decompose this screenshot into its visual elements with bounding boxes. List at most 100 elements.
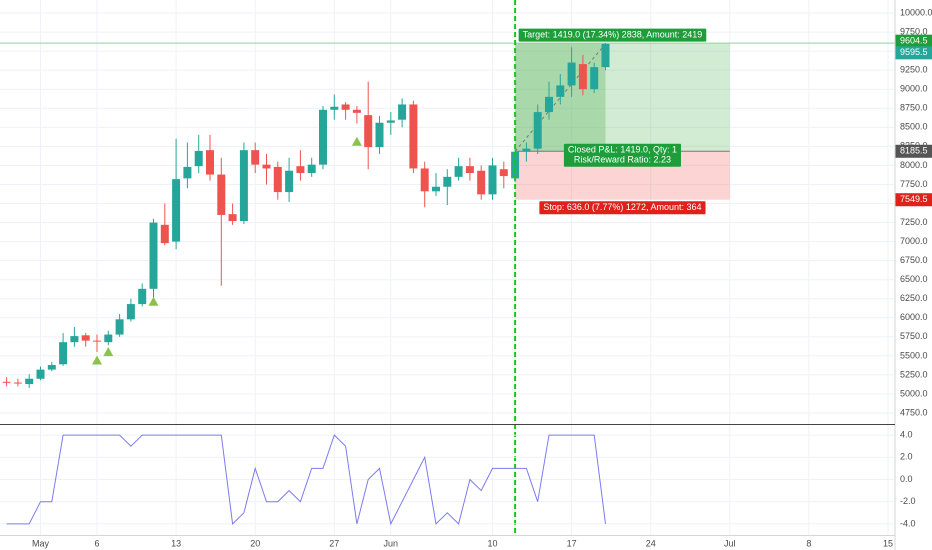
y-tick-label: 7000.0 bbox=[900, 236, 928, 246]
candle-body bbox=[511, 151, 520, 179]
candle-body bbox=[330, 106, 339, 110]
y-tick-label: 5000.0 bbox=[900, 388, 928, 398]
candle-body bbox=[104, 334, 113, 343]
y-tick-label: 8000.0 bbox=[900, 160, 928, 170]
candle-body bbox=[522, 148, 531, 152]
candle-body bbox=[273, 166, 282, 193]
candle-body bbox=[307, 164, 316, 174]
x-tick-label: 10 bbox=[487, 538, 497, 548]
x-tick-label: Jun bbox=[384, 538, 399, 548]
label-box bbox=[563, 143, 681, 167]
candle-body bbox=[149, 222, 158, 289]
candle-body bbox=[409, 104, 418, 169]
price-tag bbox=[895, 46, 932, 60]
y-tick-label: 10000.0 bbox=[900, 7, 932, 17]
candle-body bbox=[138, 288, 147, 305]
candle-body bbox=[590, 67, 599, 90]
y-tick-label: 6250.0 bbox=[900, 293, 928, 303]
indicator-line bbox=[6, 434, 606, 526]
candle-body bbox=[160, 224, 169, 244]
y-tick-label: 5250.0 bbox=[900, 369, 928, 379]
x-tick-label: 24 bbox=[646, 538, 656, 548]
y-tick-label: 9000.0 bbox=[900, 84, 928, 94]
y-tick-label: 4.0 bbox=[900, 429, 913, 439]
candle-body bbox=[443, 176, 452, 187]
candle-body bbox=[239, 150, 248, 222]
position-label: Target: 1419.0 (17.34%) 2838, Amount: 24… bbox=[518, 28, 707, 42]
candle-body bbox=[47, 365, 56, 370]
candle-body bbox=[544, 96, 553, 113]
signal-marker bbox=[103, 347, 114, 357]
candle-body bbox=[70, 336, 79, 343]
x-tick-label: Jul bbox=[724, 538, 736, 548]
y-tick-label: 9250.0 bbox=[900, 65, 928, 75]
candle-body bbox=[81, 335, 90, 341]
y-tick-label: 5500.0 bbox=[900, 350, 928, 360]
position-label-text: Target: 1419.0 (17.34%) 2838, Amount: 24… bbox=[523, 30, 703, 40]
candle-body bbox=[59, 342, 68, 365]
candle-body bbox=[115, 319, 124, 335]
label-box bbox=[539, 201, 706, 215]
price-tag bbox=[895, 193, 932, 207]
y-tick-label: 4750.0 bbox=[900, 407, 928, 417]
candle-body bbox=[251, 150, 260, 165]
y-tick-label: 5750.0 bbox=[900, 331, 928, 341]
x-tick-label: 17 bbox=[567, 538, 577, 548]
signal-marker bbox=[91, 355, 102, 365]
price-tag bbox=[895, 144, 932, 158]
position-label-text: Risk/Reward Ratio: 2.23 bbox=[574, 155, 671, 165]
candle-body bbox=[364, 115, 373, 148]
candle-body bbox=[477, 170, 486, 195]
candle-body bbox=[567, 62, 576, 86]
candle-body bbox=[205, 150, 214, 175]
y-tick-label: 8750.0 bbox=[900, 103, 928, 113]
candle-body bbox=[488, 165, 497, 195]
candle-body bbox=[194, 150, 203, 167]
candle-body bbox=[217, 174, 226, 215]
candle-body bbox=[2, 381, 11, 383]
candle-body bbox=[556, 85, 565, 97]
price-tag bbox=[895, 34, 932, 48]
x-tick-label: 8 bbox=[806, 538, 811, 548]
y-tick-label: 6500.0 bbox=[900, 274, 928, 284]
price-tag-label: 7549.5 bbox=[900, 194, 928, 204]
price-tag-label: 9604.5 bbox=[900, 36, 928, 46]
x-tick-label: 20 bbox=[250, 538, 260, 548]
y-tick-label: 2.0 bbox=[900, 452, 913, 462]
x-tick-label: 13 bbox=[171, 538, 181, 548]
candle-body bbox=[318, 109, 327, 165]
candle-body bbox=[420, 168, 429, 192]
x-tick-label: May bbox=[32, 538, 50, 548]
y-tick-label: 6750.0 bbox=[900, 255, 928, 265]
y-tick-label: 9750.0 bbox=[900, 26, 928, 36]
signal-marker bbox=[351, 136, 362, 146]
candle-body bbox=[465, 166, 474, 174]
y-tick-label: -4.0 bbox=[900, 518, 916, 528]
position-label-text: Closed P&L: 1419.0, Qty: 1 bbox=[568, 145, 677, 155]
candle-body bbox=[25, 378, 34, 385]
signal-marker bbox=[148, 296, 159, 306]
candle-body bbox=[431, 186, 440, 192]
candle-body bbox=[454, 166, 463, 177]
candle-body bbox=[13, 382, 22, 384]
position-label: Stop: 636.0 (7.77%) 1272, Amount: 364 bbox=[539, 201, 706, 215]
candle-body bbox=[183, 166, 192, 179]
candle-body bbox=[398, 104, 407, 120]
candle-body bbox=[228, 214, 237, 222]
y-tick-label: 0.0 bbox=[900, 474, 913, 484]
x-tick-label: 27 bbox=[329, 538, 339, 548]
position-label-text: Stop: 636.0 (7.77%) 1272, Amount: 364 bbox=[543, 202, 701, 212]
candle-body bbox=[285, 170, 294, 193]
candle-body bbox=[375, 122, 384, 148]
y-tick-label: -2.0 bbox=[900, 496, 916, 506]
x-tick-label: 6 bbox=[94, 538, 99, 548]
candle-body bbox=[36, 369, 45, 379]
y-tick-label: 7750.0 bbox=[900, 179, 928, 189]
price-tag-label: 8185.5 bbox=[900, 146, 928, 156]
candle-body bbox=[533, 112, 542, 149]
label-box bbox=[518, 28, 707, 42]
y-tick-label: 7250.0 bbox=[900, 217, 928, 227]
candle-body bbox=[352, 109, 361, 113]
